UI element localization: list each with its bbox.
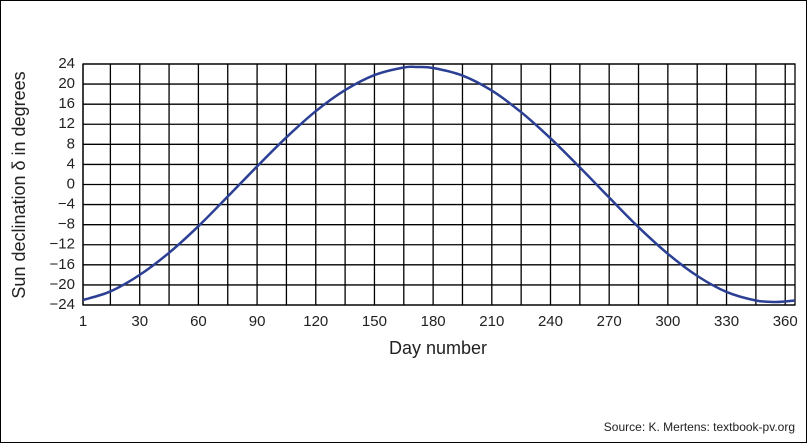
data-line [82, 65, 796, 304]
x-tick-label: 120 [303, 313, 328, 330]
y-tick-label: 20 [58, 75, 75, 92]
y-tick-label: −12 [50, 236, 75, 253]
source-note: Source: K. Mertens: textbook-pv.org [604, 420, 795, 434]
x-tick-label: 240 [538, 313, 563, 330]
x-tick-label: 360 [773, 313, 798, 330]
y-tick-label: −8 [58, 216, 75, 233]
x-tick-label: 180 [421, 313, 446, 330]
x-tick-label: 300 [655, 313, 680, 330]
x-tick-label: 30 [131, 313, 148, 330]
x-tick-label: 90 [249, 313, 266, 330]
y-tick-label: −4 [58, 196, 75, 213]
y-tick-label: 24 [58, 55, 75, 72]
x-tick-label: 330 [714, 313, 739, 330]
x-axis-title: Day number [389, 338, 487, 358]
x-tick-label: 150 [362, 313, 387, 330]
y-tick-label: 4 [67, 155, 75, 172]
y-tick-label: −16 [50, 256, 75, 273]
y-tick-label: 8 [67, 135, 75, 152]
x-tick-label: 60 [190, 313, 207, 330]
y-tick-label: 0 [67, 175, 75, 192]
y-axis-title: Sun declination δ in degrees [9, 71, 29, 298]
x-tick-label: 270 [597, 313, 622, 330]
y-tick-label: −20 [50, 276, 75, 293]
x-tick-label: 1 [79, 313, 87, 330]
y-tick-label: 16 [58, 95, 75, 112]
y-tick-label: 12 [58, 115, 75, 132]
x-tick-label: 210 [479, 313, 504, 330]
y-tick-label: −24 [50, 296, 75, 313]
